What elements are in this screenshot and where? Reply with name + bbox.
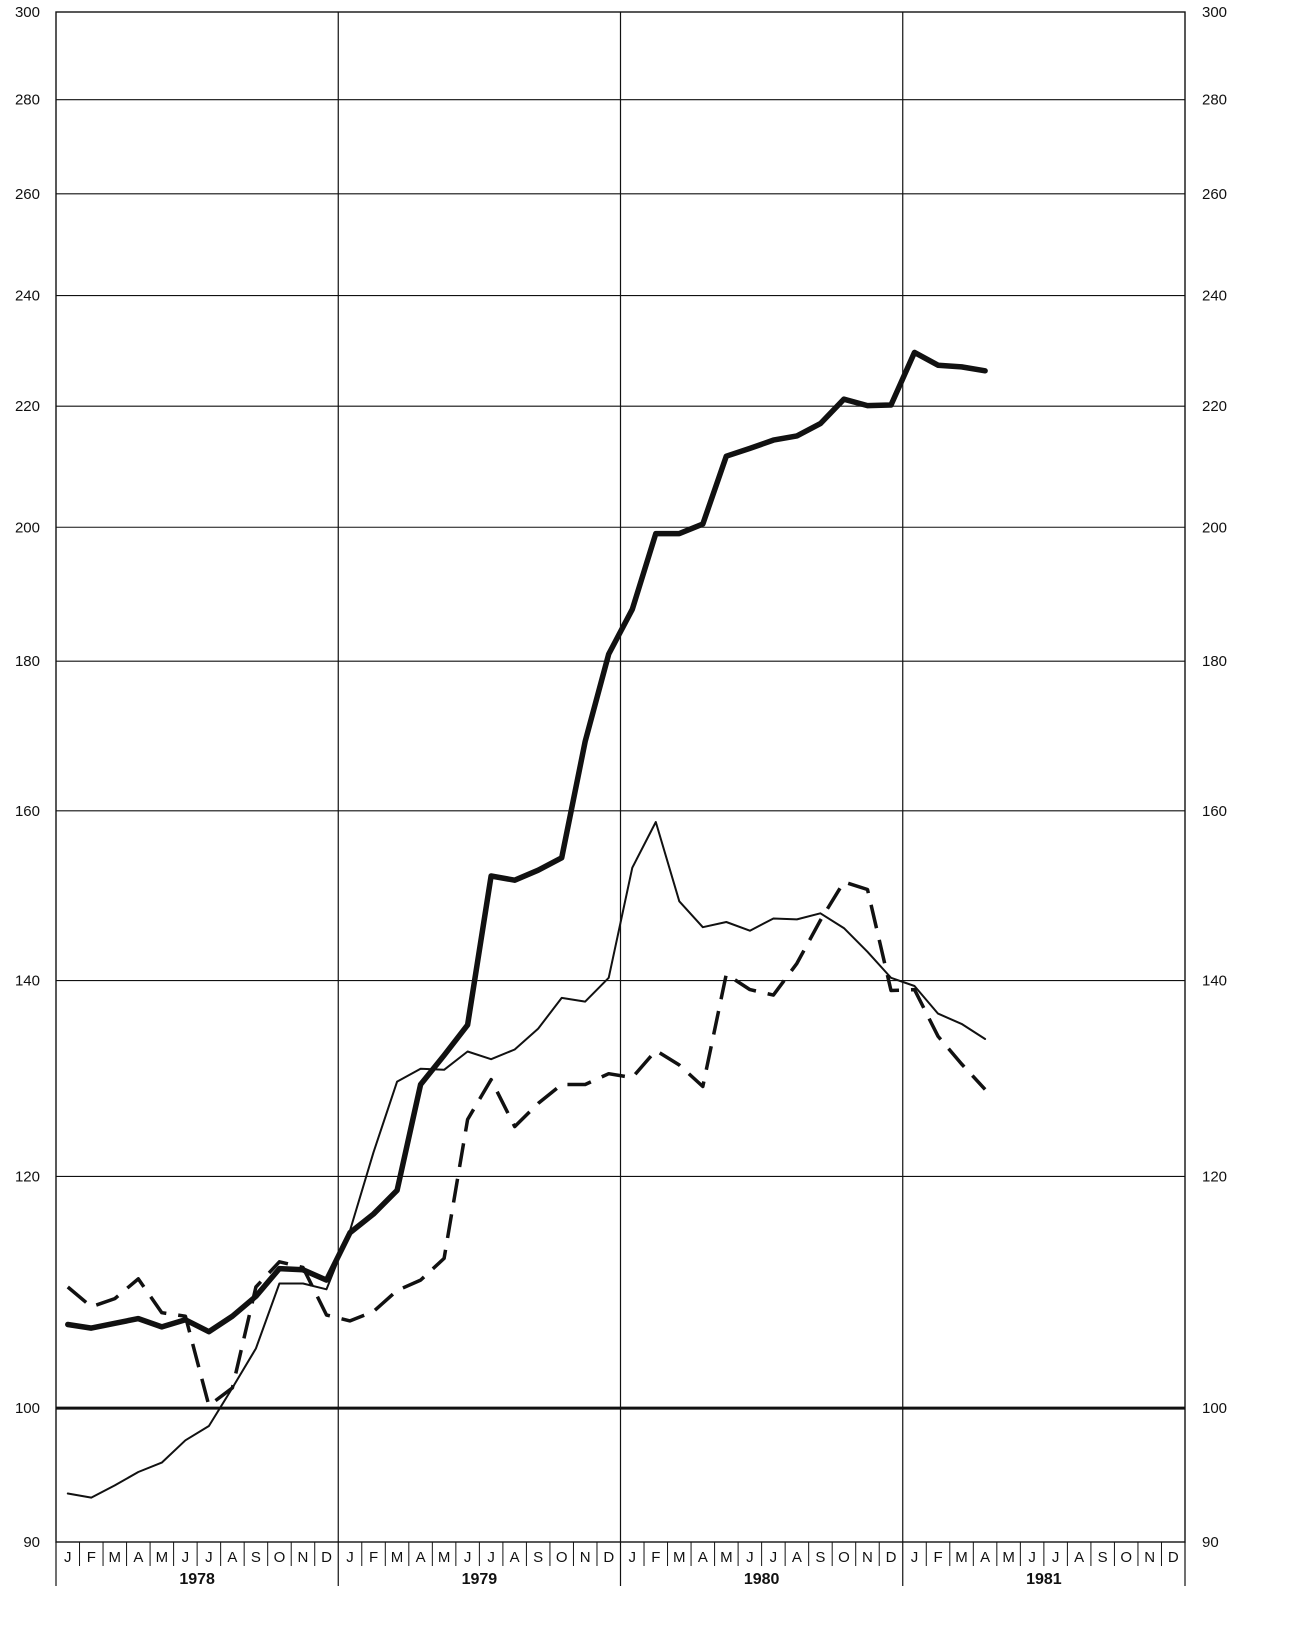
- month-label: N: [298, 1549, 309, 1566]
- month-label: S: [533, 1549, 543, 1566]
- series: [65, 349, 988, 1499]
- month-label: A: [1074, 1549, 1084, 1566]
- month-label: S: [1098, 1549, 1108, 1566]
- month-label: A: [698, 1549, 708, 1566]
- month-label: F: [87, 1549, 96, 1566]
- month-label: O: [1120, 1549, 1132, 1566]
- year-label: 1981: [1026, 1571, 1062, 1588]
- month-label: N: [862, 1549, 873, 1566]
- year-label: 1979: [462, 1571, 498, 1588]
- y-tick-label-left: 280: [15, 92, 40, 109]
- month-label: J: [205, 1549, 213, 1566]
- month-label: D: [321, 1549, 332, 1566]
- month-label: O: [556, 1549, 568, 1566]
- month-label: M: [391, 1549, 404, 1566]
- month-label: J: [911, 1549, 919, 1566]
- y-tick-label-right: 200: [1202, 519, 1227, 536]
- month-label: D: [886, 1549, 897, 1566]
- month-label: F: [369, 1549, 378, 1566]
- month-label: M: [438, 1549, 451, 1566]
- month-label: J: [64, 1549, 72, 1566]
- year-label: 1978: [179, 1571, 215, 1588]
- series-line-thick-solid: [65, 349, 988, 1335]
- month-label: M: [109, 1549, 122, 1566]
- y-tick-label-left: 100: [15, 1400, 40, 1417]
- y-tick-label-right: 240: [1202, 288, 1227, 305]
- month-label: M: [1002, 1549, 1015, 1566]
- month-label: F: [651, 1549, 660, 1566]
- y-tick-label-left: 90: [23, 1534, 40, 1551]
- y-tick-label-left: 180: [15, 653, 40, 670]
- month-label: M: [720, 1549, 733, 1566]
- y-tick-label-right: 100: [1202, 1400, 1227, 1417]
- month-label: F: [933, 1549, 942, 1566]
- y-tick-label-right: 220: [1202, 398, 1227, 415]
- y-tick-label-right: 160: [1202, 803, 1227, 820]
- y-tick-label-right: 300: [1202, 4, 1227, 21]
- month-label: M: [156, 1549, 169, 1566]
- y-tick-label-left: 120: [15, 1168, 40, 1185]
- y-tick-label-left: 260: [15, 186, 40, 203]
- y-tick-label-left: 140: [15, 973, 40, 990]
- y-tick-label-right: 180: [1202, 653, 1227, 670]
- month-label: A: [792, 1549, 802, 1566]
- y-tick-label-right: 260: [1202, 186, 1227, 203]
- month-label: S: [815, 1549, 825, 1566]
- y-tick-label-right: 90: [1202, 1534, 1219, 1551]
- month-label: A: [133, 1549, 143, 1566]
- month-label: A: [227, 1549, 237, 1566]
- y-tick-label-right: 140: [1202, 973, 1227, 990]
- month-label: M: [673, 1549, 686, 1566]
- y-tick-label-left: 300: [15, 4, 40, 21]
- axes: 90 100 120 140 160 180 200 220 240 260 280 300 90 100…: [15, 4, 1227, 1588]
- month-label: O: [274, 1549, 286, 1566]
- y-tick-label-right: 120: [1202, 1168, 1227, 1185]
- month-label: A: [416, 1549, 426, 1566]
- month-label: J: [770, 1549, 778, 1566]
- month-label: A: [980, 1549, 990, 1566]
- month-label: J: [1028, 1549, 1036, 1566]
- month-label: J: [346, 1549, 354, 1566]
- y-tick-label-left: 240: [15, 288, 40, 305]
- month-label: J: [1052, 1549, 1060, 1566]
- month-label: N: [580, 1549, 591, 1566]
- series-line-thin-solid: [66, 821, 987, 1499]
- year-label: 1980: [744, 1571, 780, 1588]
- month-label: J: [629, 1549, 637, 1566]
- grid: [55, 11, 1186, 1586]
- month-label: S: [251, 1549, 261, 1566]
- month-label: D: [1168, 1549, 1179, 1566]
- series-line-dashed: [66, 880, 987, 1408]
- month-label: M: [955, 1549, 968, 1566]
- month-label: J: [464, 1549, 472, 1566]
- y-tick-label-left: 200: [15, 519, 40, 536]
- y-tick-label-left: 220: [15, 398, 40, 415]
- y-tick-label-right: 280: [1202, 92, 1227, 109]
- month-label: J: [746, 1549, 754, 1566]
- month-label: O: [838, 1549, 850, 1566]
- month-label: D: [603, 1549, 614, 1566]
- month-label: N: [1144, 1549, 1155, 1566]
- y-tick-label-left: 160: [15, 803, 40, 820]
- month-label: A: [510, 1549, 520, 1566]
- month-label: J: [182, 1549, 190, 1566]
- month-label: J: [487, 1549, 495, 1566]
